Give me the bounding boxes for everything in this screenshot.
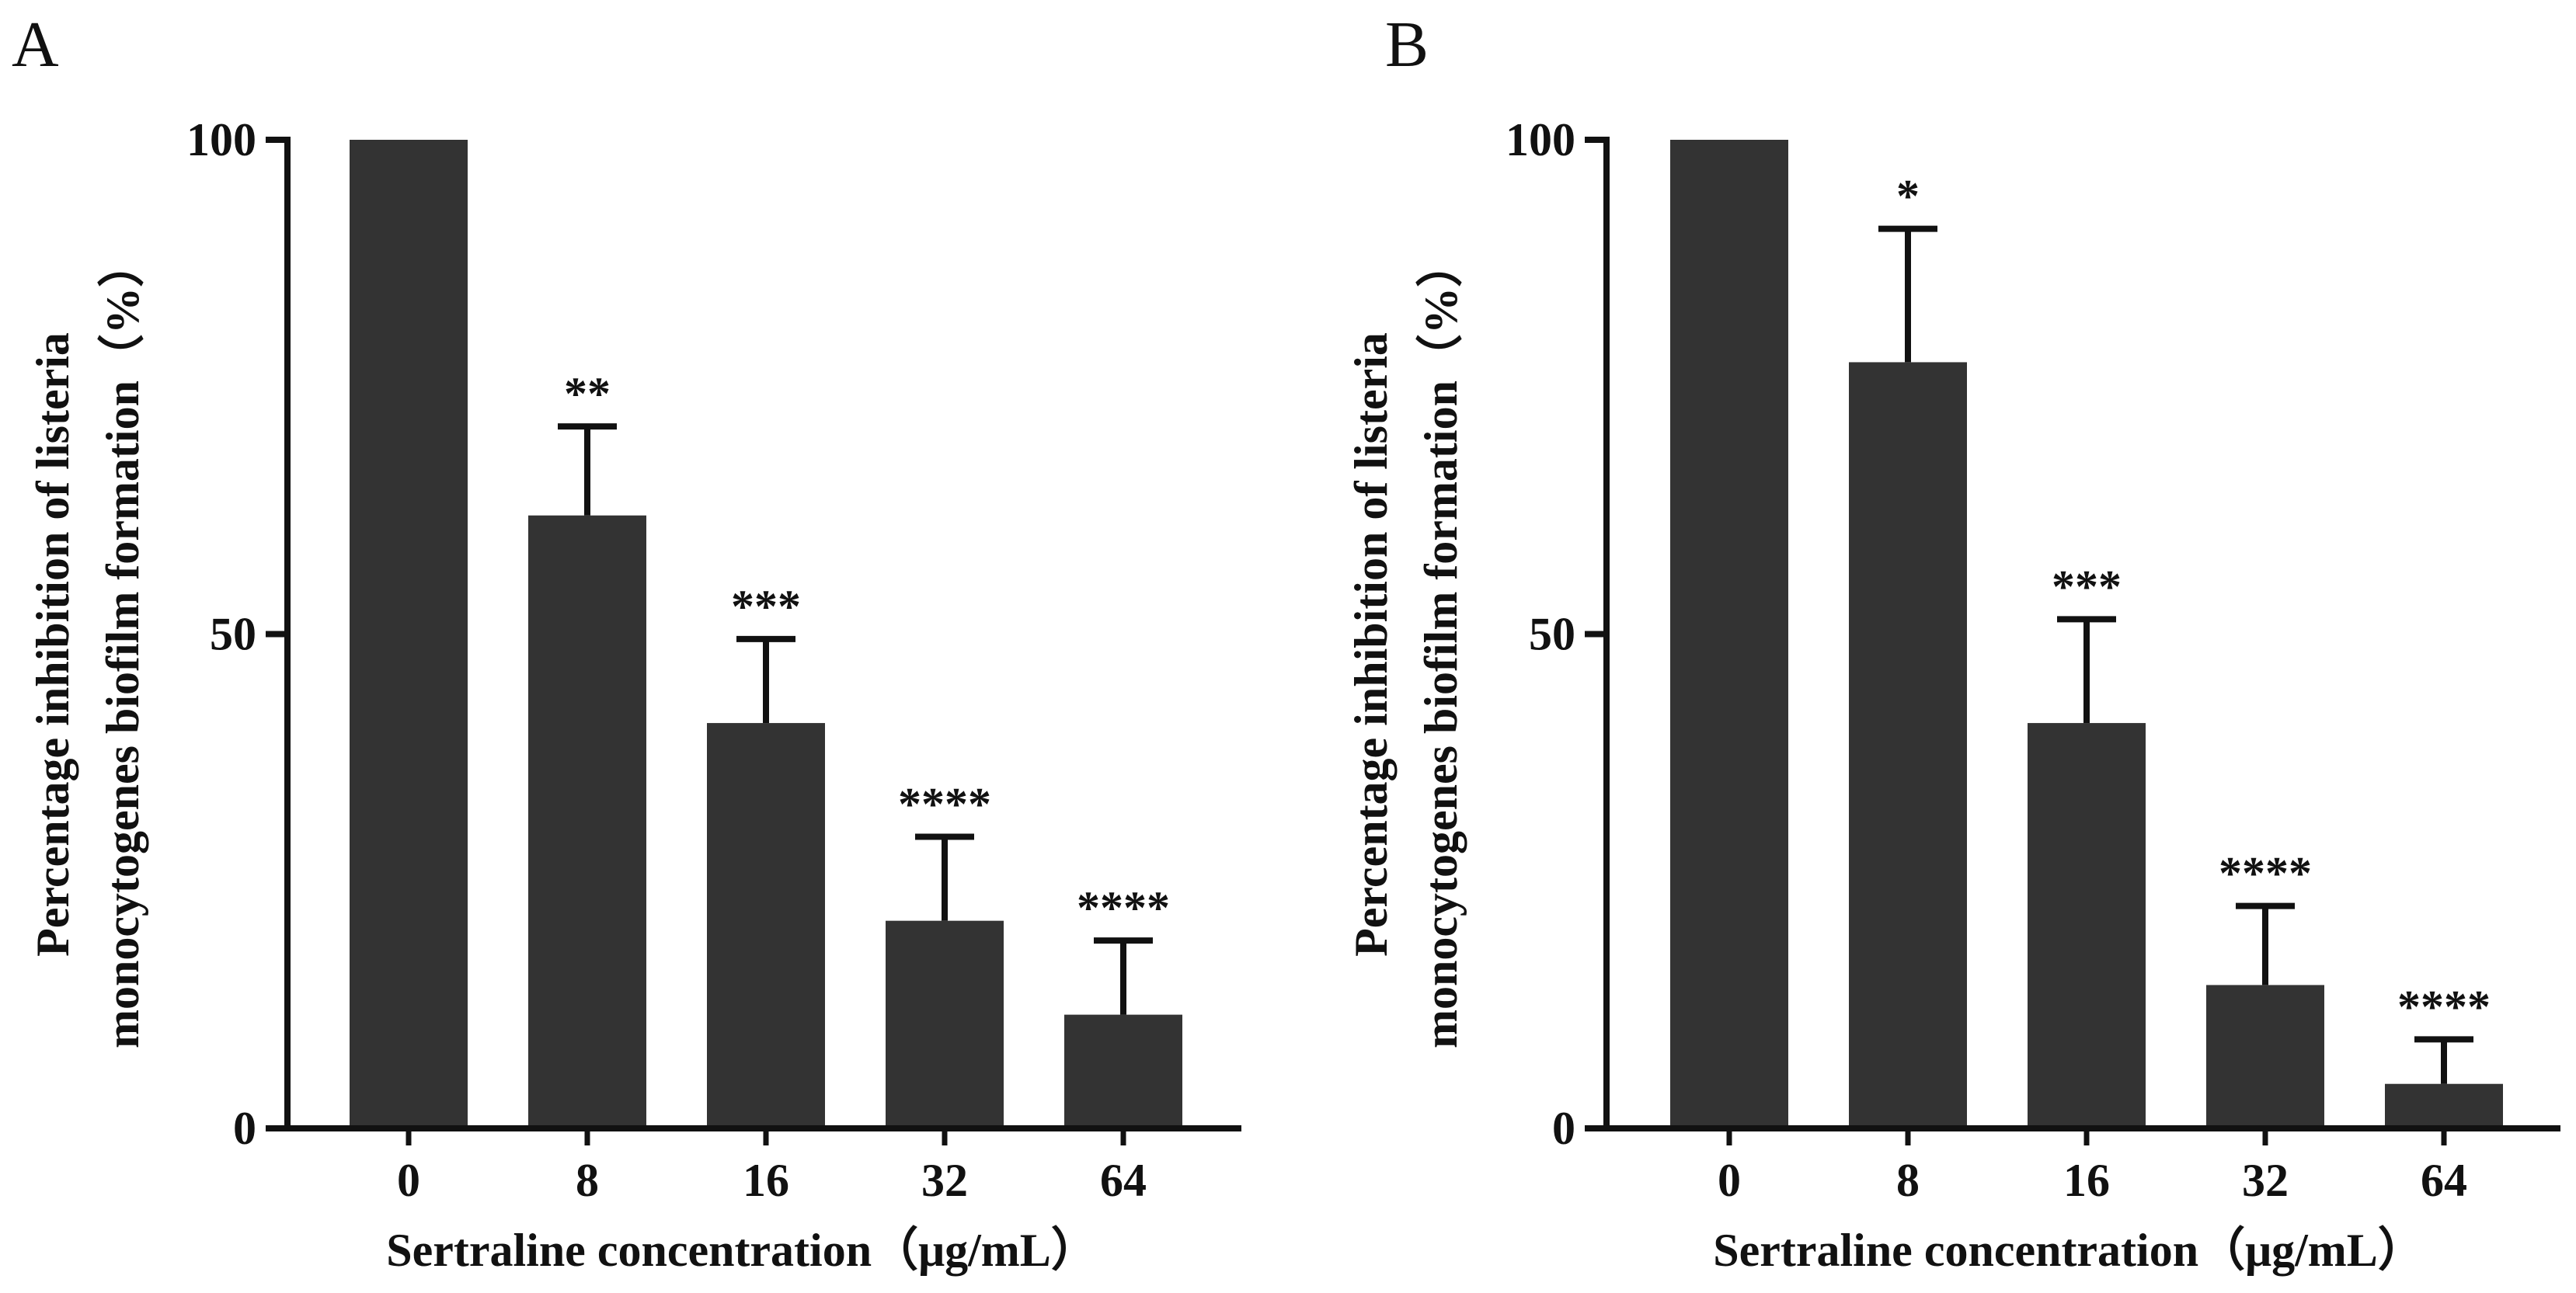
significance-label-16: *** [2052,561,2122,612]
y-tick-label-100: 100 [1506,114,1575,165]
significance-label-64: **** [1077,882,1170,933]
chart-panel-a: A 0 ** 8 *** 16 **** 32 **** 64 0 50 100 Percentage i… [12,9,1241,1276]
y-tick-label-0: 0 [1552,1103,1575,1154]
bar-16 [2028,723,2146,1128]
bar-32 [2206,985,2324,1128]
significance-label-32: **** [2219,848,2312,899]
bar-0 [1670,140,1788,1128]
x-tick-label-8: 8 [576,1155,599,1206]
x-tick-label-32: 32 [921,1155,968,1206]
bar-8 [528,515,646,1128]
bar-32 [886,920,1004,1128]
panel-label: A [12,9,59,81]
x-tick-label-64: 64 [2421,1155,2467,1206]
x-tick-label-0: 0 [1718,1155,1741,1206]
y-axis-title-line-2: monocytogenes biofilm formation（%） [1415,241,1467,1048]
x-tick-label-16: 16 [2063,1155,2110,1206]
x-tick-label-64: 64 [1100,1155,1147,1206]
panel-label: B [1385,9,1429,81]
x-axis-title: Sertraline concentration（μg/mL） [386,1224,1098,1276]
significance-label-32: **** [898,778,991,829]
bar-64 [2385,1083,2503,1128]
x-tick-label-8: 8 [1896,1155,1920,1206]
bar-8 [1849,362,1967,1128]
y-tick-label-0: 0 [233,1103,256,1154]
y-tick-label-50: 50 [210,609,256,660]
y-tick-label-50: 50 [1529,609,1575,660]
y-axis-title-line-2: monocytogenes biofilm formation（%） [96,241,148,1048]
y-axis-title-line-1: Percentage inhibition of listeria [27,332,78,957]
bar-64 [1064,1014,1182,1128]
significance-label-8: ** [564,368,611,419]
x-tick-label-32: 32 [2242,1155,2289,1206]
x-axis-title: Sertraline concentration（μg/mL） [1713,1224,2425,1276]
chart-panel-b: B 0 * 8 *** 16 **** 32 **** 64 0 50 100 Percentage in… [1345,9,2560,1276]
significance-label-16: *** [731,581,801,632]
y-axis-title-line-1: Percentage inhibition of listeria [1345,332,1397,957]
significance-label-64: **** [2397,981,2491,1032]
x-tick-label-16: 16 [743,1155,789,1206]
significance-label-8: * [1896,171,1920,222]
bar-16 [707,723,825,1128]
x-tick-label-0: 0 [397,1155,420,1206]
bar-0 [350,140,468,1128]
y-tick-label-100: 100 [186,114,256,165]
